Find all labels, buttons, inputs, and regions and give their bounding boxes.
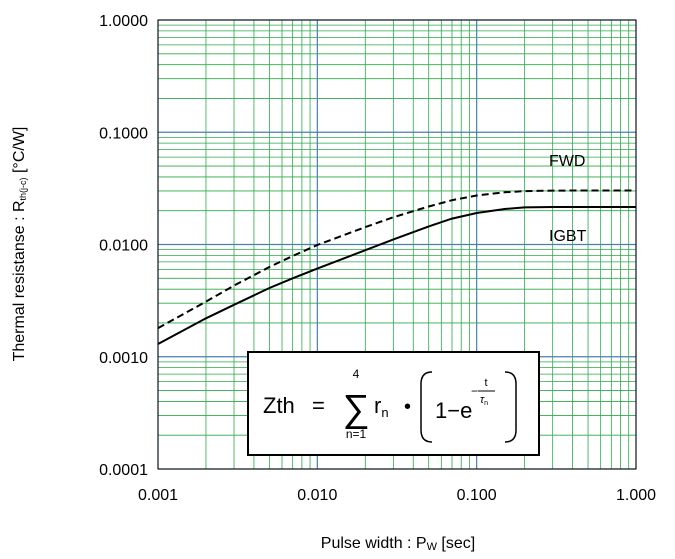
series-line-fwd <box>157 189 636 329</box>
formula-r-main: r <box>374 393 381 418</box>
formula-equals: = <box>312 393 325 418</box>
formula-dot: • <box>404 396 411 418</box>
x-axis-title-sub: W <box>427 541 438 553</box>
y-tick-label: 0.0100 <box>99 238 148 255</box>
tick-labels: 0.001 0.010 0.100 1.000 0.0001 0.0010 0.0100 0.… <box>99 13 656 504</box>
minus-icon: − <box>471 384 478 398</box>
right-paren-icon <box>504 371 517 443</box>
series-label-fwd: FWD <box>549 153 585 170</box>
series-layer <box>157 189 636 345</box>
sigma-icon: ∑ <box>342 388 369 430</box>
y-tick-label: 0.1000 <box>99 125 148 142</box>
formula-box: Zth = 4 ∑ n=1 rn • 1−e − t τn <box>247 351 540 456</box>
y-tick-label: 1.0000 <box>99 13 148 30</box>
y-tick-label: 0.0010 <box>99 350 148 367</box>
x-axis-title-unit: [sec] <box>437 535 475 552</box>
formula-exp-num: t <box>484 377 487 389</box>
series-line-igbt <box>157 206 636 345</box>
formula-one-minus-e: 1−e <box>435 398 472 423</box>
formula-tau: τ <box>480 394 485 406</box>
y-axis-title: Thermal resistanse : Rth(j-c) [°C/W] <box>11 127 28 362</box>
formula-lhs: Zth <box>263 393 295 418</box>
x-tick-label: 0.100 <box>457 487 497 504</box>
y-axis-title-unit: [°C/W] <box>11 127 28 178</box>
y-axis-title-sub: th(j-c) <box>18 177 28 200</box>
formula-frame <box>247 351 540 456</box>
x-tick-label: 0.010 <box>297 487 337 504</box>
formula-sum-bottom: n=1 <box>346 427 367 441</box>
formula-r-sub: n <box>381 405 388 420</box>
formula-r: rn <box>374 393 389 420</box>
formula-tau-sub: n <box>484 400 488 407</box>
x-tick-label: 0.001 <box>138 487 178 504</box>
formula-exp-den: τn <box>480 394 488 407</box>
left-paren-icon <box>420 371 433 443</box>
x-tick-label: 1.000 <box>616 487 656 504</box>
plot-frame <box>157 19 637 470</box>
y-axis-title-main: Thermal resistanse : R <box>11 200 28 361</box>
formula-sum-top: 4 <box>353 367 360 381</box>
x-axis-title-main: Pulse width : P <box>321 535 427 552</box>
series-label-igbt: IGBT <box>549 228 587 245</box>
y-tick-label: 0.0001 <box>99 462 148 479</box>
x-axis-title: Pulse width : PW [sec] <box>321 535 475 553</box>
